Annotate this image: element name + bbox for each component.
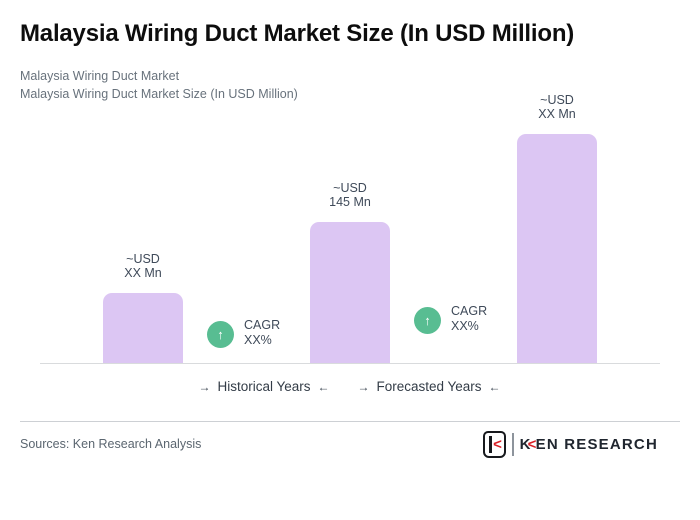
left-arrow-icon: ← bbox=[317, 380, 330, 394]
cagr-value: XX% bbox=[244, 332, 272, 347]
footer-divider bbox=[20, 421, 680, 422]
caption-text: Forecasted Years bbox=[376, 379, 482, 394]
left-arrow-icon: ← bbox=[488, 380, 501, 394]
bar-2 bbox=[310, 222, 390, 363]
wordmark-k-red-chevron: < bbox=[527, 435, 538, 453]
cagr-badge-1: ↑ CAGR XX% bbox=[207, 318, 280, 348]
logo-separator bbox=[512, 432, 514, 456]
cagr-value: XX% bbox=[451, 318, 479, 333]
bar-3 bbox=[517, 134, 597, 363]
badge-k-stem bbox=[489, 435, 493, 453]
bar-label-3: ~USD XX Mn bbox=[538, 93, 576, 121]
bar-1 bbox=[103, 293, 183, 363]
subtitle-line-2: Malaysia Wiring Duct Market Size (In USD… bbox=[20, 87, 298, 101]
cagr-label: CAGR bbox=[451, 304, 488, 318]
cagr-text-2: CAGR XX% bbox=[451, 304, 487, 333]
growth-up-arrow-icon: ↑ bbox=[414, 307, 441, 334]
footer: Sources: Ken Research Analysis < K < EN RE… bbox=[20, 429, 658, 459]
subtitle-line-1: Malaysia Wiring Duct Market bbox=[20, 69, 180, 83]
growth-up-arrow-icon: ↑ bbox=[207, 321, 234, 348]
sources-text: Sources: Ken Research Analysis bbox=[20, 437, 202, 451]
chart-subtitle: Malaysia Wiring Duct Market Malaysia Wir… bbox=[20, 67, 298, 103]
x-axis-line bbox=[40, 363, 660, 364]
right-arrow-icon: → bbox=[198, 380, 211, 394]
bar-label-2: ~USD 145 Mn bbox=[329, 181, 371, 209]
cagr-text-1: CAGR XX% bbox=[244, 318, 280, 347]
right-arrow-icon: → bbox=[357, 380, 370, 394]
cagr-label: CAGR bbox=[244, 318, 281, 332]
ken-research-shield-icon: < bbox=[483, 430, 507, 458]
badge-k-chevron: < bbox=[493, 435, 502, 453]
cagr-badge-2: ↑ CAGR XX% bbox=[414, 304, 487, 334]
bar-chart: ~USD XX Mn ~USD 145 Mn ~USD XX Mn bbox=[40, 93, 660, 364]
axis-caption-historical: → Historical Years ← bbox=[198, 379, 329, 394]
wordmark-k: K bbox=[519, 435, 532, 453]
ken-research-logo: < K < EN RESEARCH bbox=[483, 430, 658, 458]
wordmark-rest: EN RESEARCH bbox=[535, 435, 658, 453]
bar-label-1: ~USD XX Mn bbox=[124, 252, 162, 280]
caption-text: Historical Years bbox=[217, 379, 311, 394]
axis-caption-forecasted: → Forecasted Years ← bbox=[357, 379, 500, 394]
page-title: Malaysia Wiring Duct Market Size (In USD… bbox=[20, 20, 575, 47]
logo-wordmark: K < EN RESEARCH bbox=[520, 436, 658, 453]
